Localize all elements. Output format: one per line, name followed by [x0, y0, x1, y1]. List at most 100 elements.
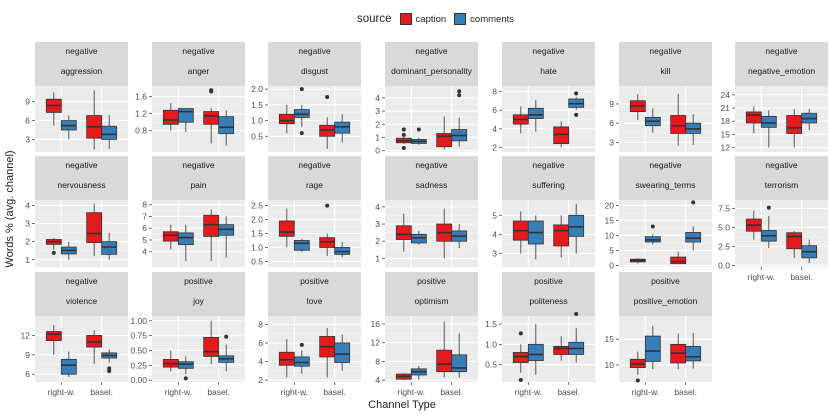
box-iqr — [86, 212, 103, 243]
box-caption — [512, 211, 529, 254]
facet-panel: negative suffering 3 4 5 — [492, 156, 595, 267]
y-tick-label: 2.5 — [251, 201, 263, 211]
y-tick-label: 0.8 — [135, 126, 147, 136]
box-comments — [685, 114, 702, 145]
y-tick-label: 3 — [25, 219, 30, 229]
y-tick-label: 0.25 — [130, 360, 147, 370]
box-caption — [45, 92, 62, 126]
legend-key-caption — [399, 13, 412, 25]
facet-panel: negative sadness 1 2 3 4 — [375, 156, 478, 267]
box-caption — [278, 339, 295, 378]
box-iqr — [101, 241, 118, 255]
box-caption — [86, 203, 103, 257]
outlier-point — [299, 131, 304, 136]
y-tick-label: 0.5 — [251, 256, 263, 266]
legend-label-comments: comments — [470, 13, 514, 25]
facet-panel: negative nervousness 1 2 3 4 — [25, 156, 128, 267]
facet-strip-label: nervousness — [57, 180, 105, 190]
y-tick-label: 4 — [375, 202, 380, 212]
y-axis-title: Words % (avg. channel) — [4, 150, 16, 267]
y-tick-label: 1 — [375, 132, 380, 142]
facet-panel: negative kill 3 6 9 — [609, 42, 712, 152]
outlier-point — [416, 127, 421, 132]
y-tick-label: 2 — [258, 375, 263, 385]
x-tick-label: right-w. — [515, 387, 542, 397]
y-tick-label: 4 — [492, 124, 497, 134]
facet-strip-label: negative — [415, 46, 447, 56]
box-caption — [45, 238, 62, 255]
y-tick-label: 7.5 — [718, 203, 730, 213]
y-tick-label: 2 — [375, 119, 380, 129]
y-tick-label: 12 — [371, 338, 381, 348]
outlier-point — [650, 224, 655, 229]
box-comments — [760, 110, 777, 148]
y-tick-label: 15 — [605, 334, 615, 344]
box-caption — [203, 88, 220, 144]
box-comments — [644, 224, 661, 245]
facet-strip — [385, 42, 478, 86]
y-tick-label: 5 — [609, 245, 614, 255]
facet-panel: positive positive_emotion 10 15 right-w. base… — [605, 272, 712, 397]
box-iqr — [553, 224, 570, 247]
box-comments — [451, 89, 468, 147]
box-comments — [527, 215, 544, 260]
box-comments — [760, 205, 777, 248]
box-iqr — [568, 214, 585, 237]
y-tick-label: 6 — [25, 116, 30, 126]
facet-strip-label: love — [307, 296, 323, 306]
box-comments — [293, 342, 310, 374]
box-caption — [786, 108, 803, 148]
box-caption — [319, 95, 336, 149]
facet-panel: negative aggression 3 6 9 — [25, 42, 128, 152]
box-iqr — [177, 108, 194, 123]
x-tick-label: right-w. — [48, 387, 75, 397]
facet-panel: positive optimism 4 8 12 16 right-w. basel. — [371, 272, 478, 397]
outlier-point — [457, 93, 462, 98]
facet-strip-label: negative — [298, 46, 330, 56]
facet-strip-label: violence — [66, 296, 97, 306]
y-tick-label: 0.0 — [718, 260, 730, 270]
facet-strip-label: terrorism — [765, 180, 799, 190]
facet-strip-label: negative — [65, 160, 97, 170]
y-tick-label: 1.5 — [251, 229, 263, 239]
box-caption — [278, 104, 295, 134]
facet-strip-label: rage — [306, 180, 323, 190]
y-tick-label: 6 — [25, 369, 30, 379]
y-tick-label: 15 — [721, 129, 731, 139]
facet-strip-label: negative — [532, 160, 564, 170]
y-tick-label: 2.0 — [251, 215, 263, 225]
facet-strip-label: negative — [765, 160, 797, 170]
y-tick-label: 2.5 — [718, 241, 730, 251]
facet-strip-label: negative — [298, 160, 330, 170]
box-caption — [319, 328, 336, 378]
box-caption — [395, 373, 412, 381]
box-comments — [685, 200, 702, 251]
facet-panel: negative rage 0.5 1.0 1.5 2.0 2.5 — [251, 156, 361, 267]
facet-strip-label: optimism — [414, 296, 448, 306]
box-comments — [177, 108, 194, 132]
facet-strip-label: politeness — [529, 296, 567, 306]
facet-panel: negative terrorism 0.0 2.5 5.0 7.5 right-w. bas… — [718, 156, 828, 282]
outlier-point — [224, 334, 229, 339]
facet-strip — [735, 156, 828, 200]
box-comments — [685, 333, 702, 369]
legend-key-comments — [454, 13, 467, 25]
panel-background — [35, 316, 128, 382]
y-tick-label: 0.5 — [251, 131, 263, 141]
x-tick-label: right-w. — [398, 387, 425, 397]
facet-strip — [268, 272, 361, 316]
box-caption — [86, 90, 103, 150]
box-iqr — [786, 115, 803, 134]
y-tick-label: 2.0 — [251, 84, 263, 94]
box-iqr — [278, 220, 295, 237]
box-iqr — [177, 232, 194, 246]
x-tick-label: basel. — [440, 387, 463, 397]
y-tick-label: 6 — [609, 118, 614, 128]
box-comments — [334, 241, 351, 258]
y-tick-label: 16 — [371, 319, 381, 329]
box-comments — [293, 239, 310, 252]
x-tick-label: basel. — [790, 272, 813, 282]
box-iqr — [45, 331, 62, 341]
box-iqr — [745, 111, 762, 124]
box-comments — [334, 114, 351, 143]
